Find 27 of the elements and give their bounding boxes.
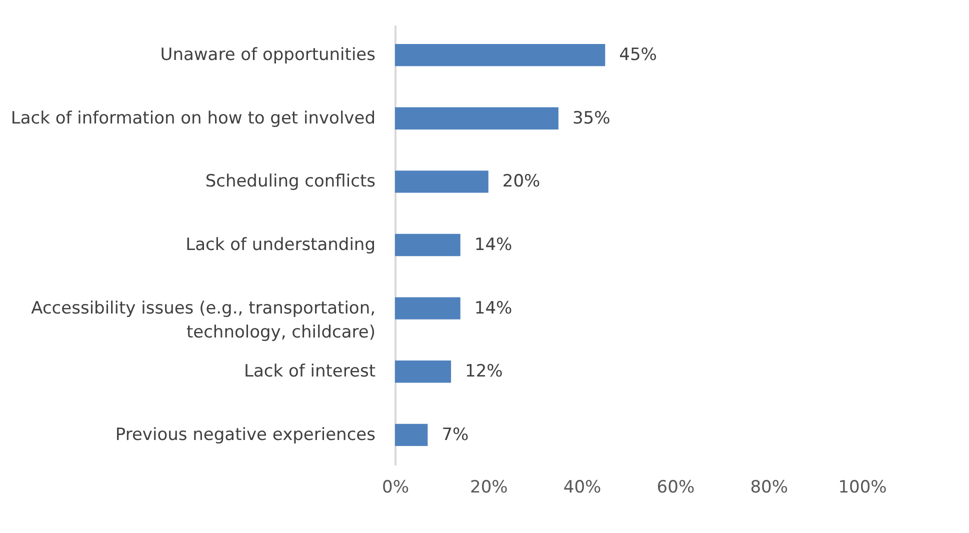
bar	[395, 297, 460, 320]
data-label: 45%	[619, 45, 657, 66]
data-label: 12%	[465, 362, 503, 382]
data-label: 14%	[474, 298, 512, 318]
x-tick-label: 80%	[750, 478, 788, 498]
x-tick-label: 20%	[470, 478, 508, 498]
data-label: 14%	[474, 235, 512, 255]
y-tick-label: Lack of understanding	[186, 235, 376, 255]
bar	[395, 44, 606, 66]
x-tick-label: 100%	[838, 478, 887, 498]
data-label: 35%	[572, 108, 610, 128]
data-label: 20%	[502, 172, 540, 192]
bar	[395, 170, 488, 193]
x-tick-label: 40%	[563, 478, 602, 498]
y-tick-label: Previous negative experiences	[115, 424, 376, 445]
y-tick-label: Lack of information on how to get involved	[10, 108, 376, 128]
y-tick-label: Accessibility issues (e.g., transportation, technology, childcare)	[31, 298, 376, 342]
y-tick-label: Unaware of opportunities	[160, 45, 376, 66]
bar	[395, 360, 452, 383]
y-tick-label: Scheduling conflicts	[205, 172, 376, 192]
bar	[395, 107, 558, 130]
x-tick-label: 60%	[656, 478, 695, 498]
y-tick-label: Lack of interest	[244, 362, 376, 382]
bar	[395, 234, 460, 256]
data-label: 7%	[442, 424, 469, 445]
x-tick-label: 0%	[382, 478, 409, 498]
bar	[395, 424, 428, 446]
